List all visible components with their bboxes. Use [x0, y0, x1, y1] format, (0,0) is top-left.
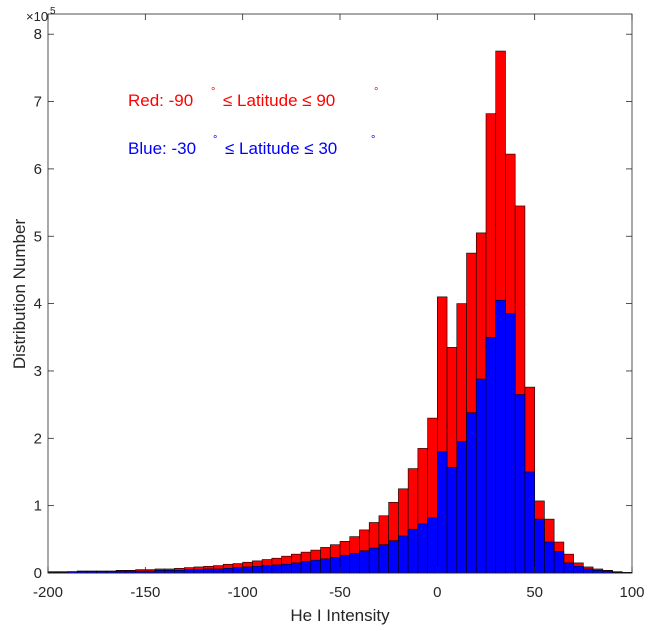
blue-bar-55 [583, 568, 594, 574]
blue-bar-40 [437, 451, 448, 574]
red-annotation-range: ≤ Latitude ≤ 90 [223, 91, 335, 110]
y-tick-label: 7 [34, 94, 42, 111]
y-exponent-base: ×10 [26, 9, 48, 24]
blue-bar-54 [573, 565, 584, 574]
y-tick-label: 8 [34, 26, 42, 43]
blue-bar-13 [174, 570, 185, 574]
blue-bar-37 [407, 528, 419, 574]
blue-bar-39 [427, 517, 438, 574]
x-tick-label: -200 [33, 584, 63, 601]
blue-bar-42 [456, 441, 467, 574]
blue-bar-18 [222, 567, 234, 574]
y-tick-label: 0 [34, 565, 42, 582]
blue-annotation-prefix: Blue: -30 [128, 139, 196, 158]
blue-bar-16 [203, 568, 214, 574]
y-tick-label: 5 [34, 228, 42, 245]
blue-bar-46 [495, 299, 506, 574]
y-tick-label: 3 [34, 363, 42, 380]
blue-bar-31 [349, 553, 360, 574]
x-tick-label: -50 [329, 584, 351, 601]
blue-bar-48 [514, 394, 526, 574]
x-tick-label: -150 [130, 584, 160, 601]
blue-bar-26 [300, 561, 312, 574]
blue-bar-49 [524, 471, 535, 574]
x-tick-label: -100 [228, 584, 258, 601]
blue-bar-19 [232, 567, 243, 574]
red-annotation: Red: -90 ° ≤ Latitude ≤ 90 ° [128, 86, 378, 110]
blue-bar-50 [534, 518, 545, 574]
blue-bar-34 [378, 544, 389, 574]
red-annotation-prefix: Red: -90 [128, 91, 193, 110]
blue-bar-52 [553, 551, 565, 574]
blue-bar-30 [339, 555, 351, 574]
red-annotation-degree-1: ° [211, 86, 215, 98]
blue-bar-20 [242, 566, 253, 574]
y-tick-label: 4 [34, 296, 42, 313]
blue-bar-53 [563, 562, 574, 574]
blue-bar-28 [320, 558, 331, 574]
blue-bar-23 [271, 564, 282, 574]
blue-bar-27 [310, 559, 321, 574]
blue-bar-12 [164, 570, 175, 574]
blue-bar-35 [388, 540, 399, 574]
blue-bar-14 [183, 569, 195, 574]
blue-bar-22 [261, 565, 273, 574]
x-axis-label: He I Intensity [290, 606, 390, 625]
x-tick-label: 100 [619, 584, 644, 601]
y-axis-ticks: 0 1 2 3 4 5 6 7 8 [34, 26, 632, 582]
y-tick-label: 1 [34, 498, 42, 515]
y-exponent-power: 5 [50, 6, 56, 17]
y-tick-label: 6 [34, 161, 42, 178]
blue-annotation: Blue: -30 ° ≤ Latitude ≤ 30 ° [128, 134, 375, 158]
blue-bar-11 [154, 570, 166, 574]
y-tick-label: 2 [34, 430, 42, 447]
blue-bar-21 [252, 565, 263, 574]
blue-bar-17 [213, 568, 224, 574]
blue-bar-36 [398, 535, 409, 574]
blue-bar-15 [193, 569, 205, 574]
blue-annotation-degree-1: ° [213, 134, 217, 146]
blue-bar-24 [281, 563, 292, 574]
x-axis-ticks: -200 -150 -100 -50 0 50 100 [33, 14, 645, 601]
blue-bar-38 [417, 523, 428, 574]
blue-bar-25 [291, 562, 302, 574]
blue-bar-56 [592, 570, 604, 574]
y-axis-label: Distribution Number [10, 219, 29, 370]
blue-bar-51 [544, 541, 555, 574]
blue-annotation-range: ≤ Latitude ≤ 30 [225, 139, 337, 158]
blue-annotation-degree-2: ° [371, 134, 375, 146]
blue-bar-41 [446, 466, 458, 574]
blue-bar-33 [368, 547, 380, 574]
blue-bar-44 [475, 378, 487, 574]
blue-bar-32 [359, 550, 370, 574]
blue-bar-43 [466, 412, 477, 574]
blue-bar-29 [329, 557, 341, 574]
red-annotation-degree-2: ° [374, 86, 378, 98]
blue-bar-47 [505, 313, 516, 574]
x-tick-label: 0 [433, 584, 441, 601]
x-tick-label: 50 [526, 584, 543, 601]
blue-bar-45 [485, 336, 497, 574]
